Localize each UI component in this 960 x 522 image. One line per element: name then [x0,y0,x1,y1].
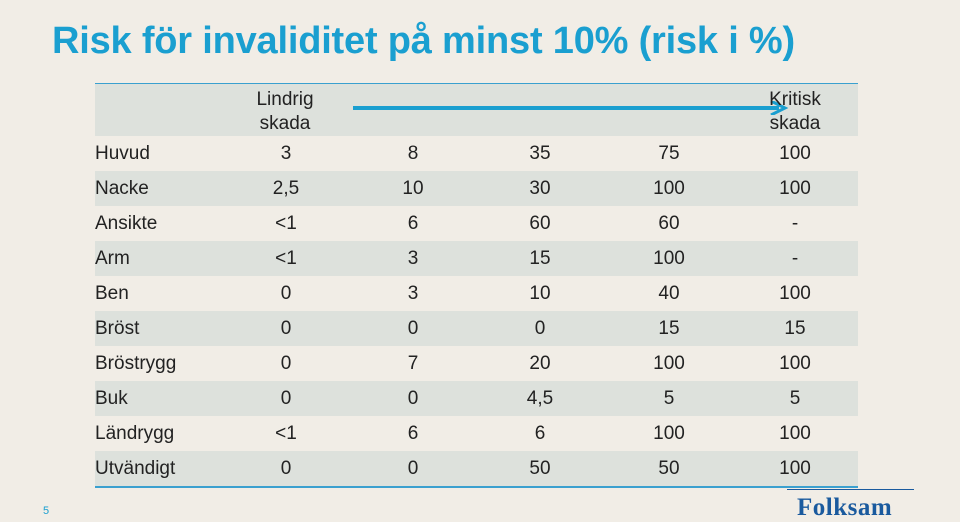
table-cell: 8 [407,143,419,164]
table-cell: 0 [280,388,292,409]
table-cell: 3 [407,248,419,269]
row-label: Huvud [95,143,150,164]
table-row: Bröst 0 0 0 15 15 [95,311,858,346]
row-label: Ansikte [95,213,158,234]
table-cell: 7 [407,353,419,374]
risk-table: Lindrig skada Kritisk skada Huvud 3 8 35 75 1… [95,83,858,488]
header-mild-injury: Lindrig skada [245,88,325,136]
table-cell: 5 [789,388,801,409]
table-cell: 50 [658,458,680,479]
table-row: Nacke 2,5 10 30 100 100 [95,171,858,206]
table-cell: 100 [779,353,811,374]
table-cell: 6 [534,423,546,444]
table-cell: 50 [529,458,551,479]
table-cell: 40 [658,283,680,304]
table-cell: 0 [280,318,292,339]
table-cell: 0 [280,353,292,374]
table-cell: <1 [275,248,297,269]
table-cell: 100 [653,353,685,374]
table-bottom-rule [95,486,858,488]
table-cell: 15 [658,318,680,339]
table-body: Huvud 3 8 35 75 100 Nacke 2,5 10 30 100 100 Ansikte <… [95,136,858,486]
table-cell: - [791,213,799,234]
table-cell: 10 [402,178,424,199]
table-cell: - [791,248,799,269]
row-label: Nacke [95,178,149,199]
table-cell: 6 [407,213,419,234]
table-cell: 60 [658,213,680,234]
slide-title: Risk för invaliditet på minst 10% (risk … [52,20,795,62]
row-label: Utvändigt [95,458,176,479]
table-cell: 75 [658,143,680,164]
table-cell: 100 [779,458,811,479]
header-mild-line2: skada [259,113,311,134]
folksam-logo: Folksam [797,494,893,521]
table-cell: 100 [779,143,811,164]
table-cell: 100 [653,423,685,444]
table-cell: 100 [779,283,811,304]
row-label: Ben [95,283,129,304]
table-cell: 2,5 [272,178,300,199]
table-cell: 0 [280,458,292,479]
table-row: Arm <1 3 15 100 - [95,241,858,276]
row-label: Ländrygg [95,423,175,444]
table-cell: 60 [529,213,551,234]
table-cell: 15 [529,248,551,269]
table-cell: 3 [407,283,419,304]
table-cell: 100 [779,178,811,199]
table-cell: 0 [407,458,419,479]
table-cell: 4,5 [526,388,554,409]
table-cell: 100 [653,248,685,269]
table-cell: <1 [275,213,297,234]
table-top-rule [95,83,858,84]
table-cell: 10 [529,283,551,304]
table-cell: 0 [534,318,546,339]
table-row: Utvändigt 0 0 50 50 100 [95,451,858,486]
table-row: Ländrygg <1 6 6 100 100 [95,416,858,451]
header-critical-injury: Kritisk skada [755,88,835,136]
table-cell: 30 [529,178,551,199]
table-cell: 100 [653,178,685,199]
table-cell: <1 [275,423,297,444]
table-cell: 100 [779,423,811,444]
row-label: Arm [95,248,130,269]
table-cell: 5 [663,388,675,409]
header-critical-line2: skada [769,113,821,134]
table-cell: 35 [529,143,551,164]
table-row: Bröstrygg 0 7 20 100 100 [95,346,858,381]
row-label: Buk [95,388,128,409]
table-row: Ben 0 3 10 40 100 [95,276,858,311]
table-header: Lindrig skada Kritisk skada [95,84,858,136]
table-row: Huvud 3 8 35 75 100 [95,136,858,171]
table-cell: 0 [407,388,419,409]
table-cell: 20 [529,353,551,374]
table-cell: 3 [280,143,292,164]
logo-rule [787,489,914,490]
table-row: Ansikte <1 6 60 60 - [95,206,858,241]
table-cell: 15 [784,318,806,339]
row-label: Bröst [95,318,140,339]
row-label: Bröstrygg [95,353,177,374]
slide-number: 5 [43,505,50,517]
table-cell: 0 [407,318,419,339]
table-cell: 6 [407,423,419,444]
severity-arrow-icon [353,101,789,115]
header-critical-line1: Kritisk [769,89,821,110]
table-cell: 0 [280,283,292,304]
table-row: Buk 0 0 4,5 5 5 [95,381,858,416]
header-mild-line1: Lindrig [256,89,314,110]
